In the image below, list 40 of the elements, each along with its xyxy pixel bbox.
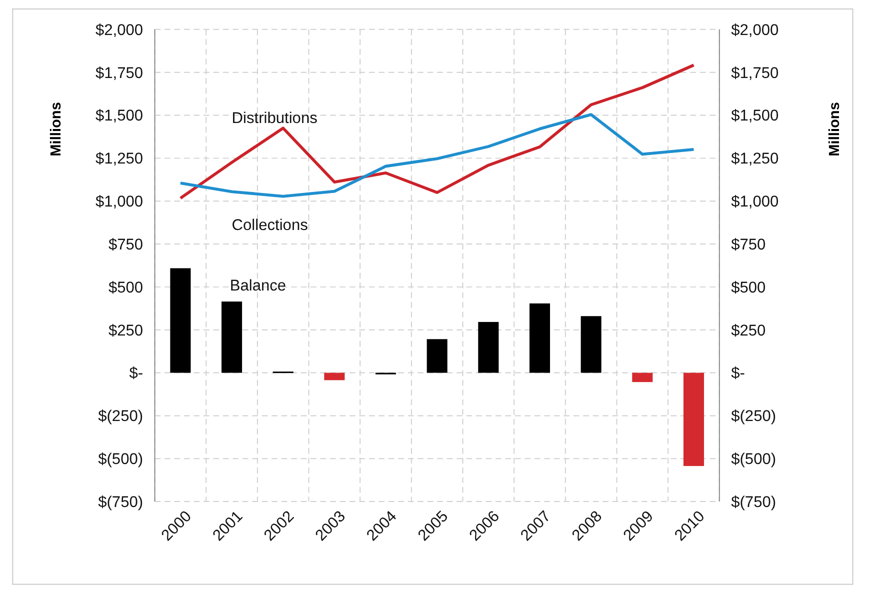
y-tick-label: $- xyxy=(129,365,144,382)
bar xyxy=(222,302,242,373)
series-label: Balance xyxy=(230,277,286,294)
y2-tick-label: $2,000 xyxy=(731,22,780,39)
bar xyxy=(170,268,191,373)
y-tick-label: $1,750 xyxy=(95,64,144,82)
series-label: Collections xyxy=(232,216,308,234)
y2-tick-label: $1,000 xyxy=(731,194,780,211)
line-series xyxy=(178,113,696,198)
bar xyxy=(529,303,550,373)
bar xyxy=(478,322,499,373)
y-tick-label: $1,000 xyxy=(95,194,144,211)
y-tick-label: $250 xyxy=(108,322,144,340)
y2-tick-label: $(250) xyxy=(731,408,776,426)
y2-tick-label: $(500) xyxy=(731,451,776,468)
y-tick-label: $2,000 xyxy=(95,22,144,39)
y2-tick-label: $1,250 xyxy=(731,150,780,168)
y-tick-label: $(500) xyxy=(98,451,144,468)
y-tick-label: $500 xyxy=(108,279,144,296)
y2-tick-label: $1,500 xyxy=(731,108,780,125)
y-tick-label: $(750) xyxy=(98,494,144,511)
y2-axis-title: Millions xyxy=(827,102,844,156)
y2-tick-label: $- xyxy=(731,365,745,382)
y-tick-label: $1,250 xyxy=(95,150,144,168)
line-series xyxy=(178,64,696,200)
bar xyxy=(632,372,653,382)
bar xyxy=(324,372,345,380)
bar xyxy=(426,339,448,373)
bar xyxy=(683,372,704,466)
y-tick-label: $750 xyxy=(108,236,144,254)
y2-tick-label: $750 xyxy=(731,236,766,254)
bar xyxy=(580,316,602,373)
y2-tick-label: $(750) xyxy=(731,494,776,511)
y-axis-title: Millions xyxy=(48,102,64,156)
y2-tick-label: $500 xyxy=(731,279,766,296)
y-tick-label: $1,500 xyxy=(95,108,144,125)
y-tick-label: $(250) xyxy=(98,408,144,426)
y2-tick-label: $1,750 xyxy=(731,64,780,82)
y2-tick-label: $250 xyxy=(731,322,766,340)
series-label: Distributions xyxy=(232,110,318,127)
